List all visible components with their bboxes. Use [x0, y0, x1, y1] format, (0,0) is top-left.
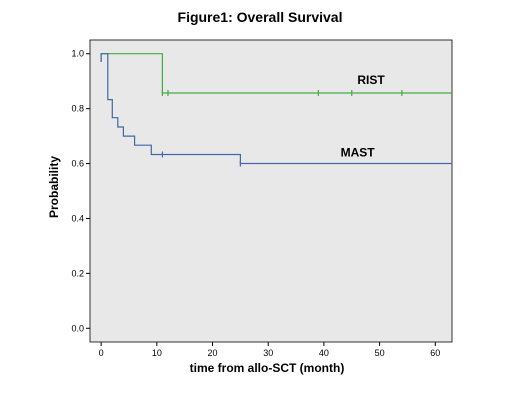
- chart-title: Figure1: Overall Survival: [178, 9, 343, 25]
- y-tick-label: 1.0: [71, 49, 84, 59]
- series-label-mast: MAST: [341, 146, 376, 160]
- y-tick-label: 0.8: [71, 104, 84, 114]
- x-tick-label: 0: [99, 348, 104, 358]
- series-label-rist: RIST: [357, 73, 385, 87]
- x-tick-label: 50: [375, 348, 385, 358]
- x-tick-label: 10: [152, 348, 162, 358]
- x-axis-label: time from allo-SCT (month): [190, 361, 345, 375]
- x-tick-label: 40: [319, 348, 329, 358]
- series-line-mast: [100, 53, 452, 165]
- y-axis-label: Probability: [47, 156, 61, 218]
- x-tick-label: 30: [263, 348, 273, 358]
- y-tick-label: 0.2: [71, 268, 84, 278]
- x-tick-label: 60: [430, 348, 440, 358]
- axes: 0.0 0.2 0.4 0.6 0.8 1.0 0 10 20 30 40 50 60: [71, 49, 440, 358]
- y-tick-label: 0.6: [71, 159, 84, 169]
- y-tick-label: 0.4: [71, 213, 84, 223]
- series-layer: RIST MAST: [100, 53, 452, 167]
- plot-area: [89, 39, 453, 343]
- y-tick-label: 0.0: [71, 323, 84, 333]
- x-tick-label: 20: [208, 348, 218, 358]
